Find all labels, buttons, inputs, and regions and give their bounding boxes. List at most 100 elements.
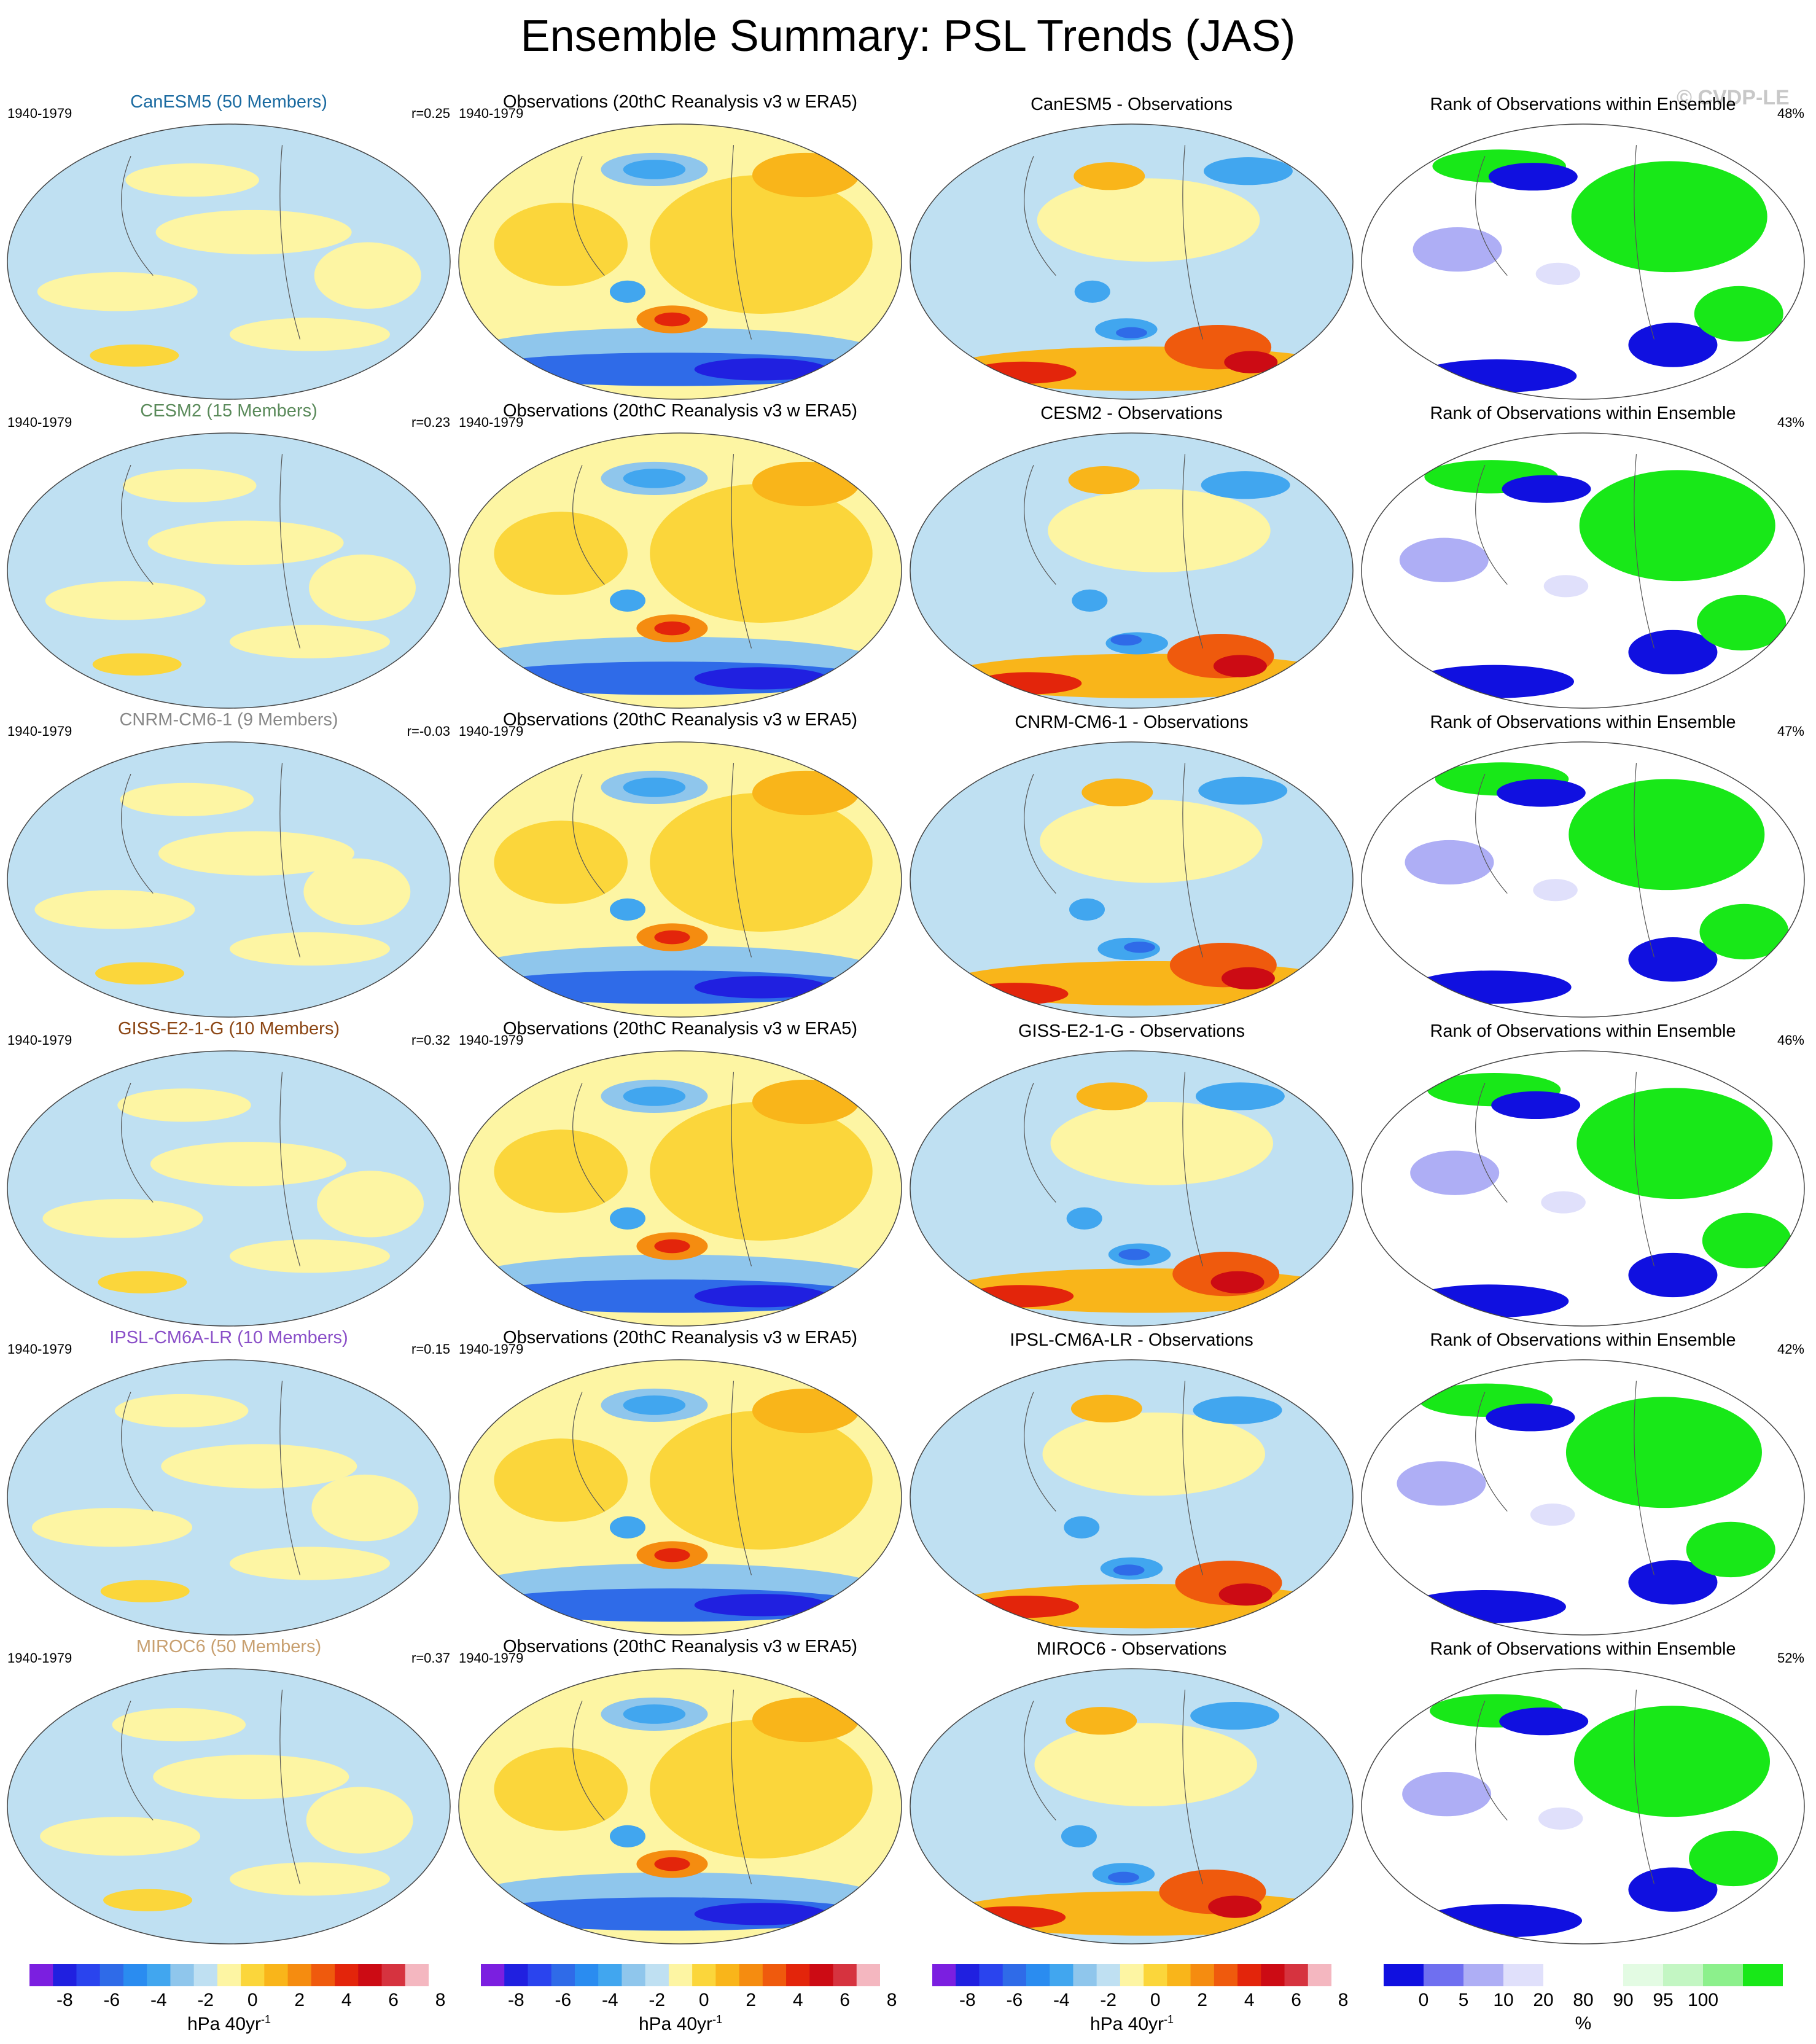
observations-panel: Observations (20thC Reanalysis v3 w ERA5…: [458, 1328, 903, 1636]
rank-percent: 43%: [1777, 415, 1804, 430]
colorbar-swatch: [53, 1964, 77, 1986]
colorbar-swatch: [833, 1964, 857, 1986]
colorbar-swatch: [264, 1964, 289, 1986]
ensemble-mean-panel: IPSL-CM6A-LR (10 Members) 1940-1979 r=0.15: [6, 1328, 451, 1636]
colorbar-swatch: [1623, 1964, 1664, 1986]
rank-percent: 48%: [1777, 106, 1804, 121]
colorbar-swatch: [1384, 1964, 1424, 1986]
map-3-3: [1361, 1050, 1805, 1327]
pattern-correlation: r=0.32: [411, 1032, 450, 1048]
period-label: 1940-1979: [7, 1032, 72, 1048]
colorbar-swatch: [715, 1964, 740, 1986]
model-title: CanESM5 (50 Members): [130, 92, 327, 112]
colorbar-tick-label: 4: [1244, 1990, 1255, 2010]
period-label: 1940-1979: [7, 415, 72, 430]
rank-title: Rank of Observations within Ensemble: [1430, 1639, 1736, 1659]
colorbar-tick-label: -8: [959, 1990, 976, 2010]
colorbar-swatch: [311, 1964, 335, 1986]
colorbar-tick-label: 2: [294, 1990, 305, 2010]
diff-model-name: MIROC6: [1036, 1639, 1106, 1659]
diff-title: GISS-E2-1-G - Observations: [909, 1021, 1354, 1042]
pattern-correlation: r=0.37: [411, 1650, 450, 1666]
colorbar-swatch: [979, 1964, 1003, 1986]
colorbar-tick-label: -4: [601, 1990, 618, 2010]
rank-percent: 42%: [1777, 1341, 1804, 1357]
period-label: 1940-1979: [459, 1650, 524, 1666]
rank-panel: Rank of Observations within Ensemble 52%: [1360, 1639, 1806, 1945]
map-1-1: [458, 432, 902, 709]
map-3-0: [1361, 123, 1805, 400]
map-2-1: [910, 432, 1354, 709]
map-0-5: [7, 1668, 451, 1945]
rank-title: Rank of Observations within Ensemble: [1430, 1330, 1736, 1350]
colorbar-swatch: [1073, 1964, 1097, 1986]
colorbar-swatch: [1543, 1964, 1584, 1986]
colorbar-swatch: [170, 1964, 195, 1986]
observations-panel: Observations (20thC Reanalysis v3 w ERA5…: [458, 710, 903, 1018]
diff-suffix: - Observations: [1105, 1639, 1227, 1659]
observations-panel: Observations (20thC Reanalysis v3 w ERA5…: [458, 92, 903, 400]
colorbar-swatch: [1026, 1964, 1050, 1986]
difference-panel: CNRM-CM6-1 - Observations: [909, 712, 1354, 1018]
colorbar-tick-label: 2: [1197, 1990, 1208, 2010]
colorbar-tick-label: 90: [1613, 1990, 1634, 2010]
period-label: 1940-1979: [459, 1032, 524, 1048]
colorbar-units-text: hPa 40yr: [638, 2014, 713, 2034]
colorbar-units: hPa 40yr-1: [932, 2013, 1331, 2035]
colorbar-tick-label: 0: [1150, 1990, 1161, 2010]
map-2-4: [910, 1359, 1354, 1636]
colorbar-tick-label: -4: [150, 1990, 167, 2010]
colorbar-swatch: [956, 1964, 980, 1986]
colorbar-tick-label: 8: [886, 1990, 897, 2010]
colorbar-swatch: [287, 1964, 312, 1986]
colorbar-swatch: [1214, 1964, 1238, 1986]
colorbar-swatch: [1503, 1964, 1544, 1986]
rank-panel: Rank of Observations within Ensemble 43%: [1360, 404, 1806, 709]
map-1-3: [458, 1050, 902, 1327]
colorbar-tick-label: 10: [1493, 1990, 1514, 2010]
colorbar-tick-label: -6: [1006, 1990, 1023, 2010]
trend-colorbar: -8 -6 -4 -2 0 2 4 6 8 hPa 40yr-1: [29, 1964, 445, 2038]
rank-title: Rank of Observations within Ensemble: [1430, 1021, 1736, 1041]
colorbar-tick-label: -6: [555, 1990, 572, 2010]
rank-percent: 46%: [1777, 1032, 1804, 1048]
colorbar-units: hPa 40yr-1: [29, 2013, 429, 2035]
colorbar-swatch: [622, 1964, 646, 1986]
pattern-correlation: r=0.23: [411, 415, 450, 430]
ensemble-mean-panel: CanESM5 (50 Members) 1940-1979 r=0.25: [6, 92, 451, 400]
rank-panel: Rank of Observations within Ensemble 48%: [1360, 95, 1806, 400]
colorbar-units-text: hPa 40yr: [1089, 2014, 1164, 2034]
colorbar-units-exponent: -1: [261, 2013, 271, 2026]
colorbar-tick-label: -2: [197, 1990, 214, 2010]
rank-panel: Rank of Observations within Ensemble 47%: [1360, 712, 1806, 1018]
colorbar-tick-label: -6: [103, 1990, 120, 2010]
colorbar-swatch: [1120, 1964, 1144, 1986]
diff-title: CESM2 - Observations: [909, 404, 1354, 424]
diff-model-name: CanESM5: [1031, 95, 1112, 114]
map-3-2: [1361, 741, 1805, 1018]
map-3-4: [1361, 1359, 1805, 1636]
colorbar-units: hPa 40yr-1: [481, 2013, 880, 2035]
colorbar-swatch: [692, 1964, 716, 1986]
diff-suffix: - Observations: [1112, 95, 1233, 114]
colorbar-tick-label: 0: [698, 1990, 709, 2010]
ensemble-mean-panel: CNRM-CM6-1 (9 Members) 1940-1979 r=-0.03: [6, 710, 451, 1018]
observations-panel: Observations (20thC Reanalysis v3 w ERA5…: [458, 401, 903, 709]
rank-percent: 52%: [1777, 1650, 1804, 1666]
period-label: 1940-1979: [459, 106, 524, 121]
colorbar-swatch: [645, 1964, 669, 1986]
colorbar-tick-label: 4: [341, 1990, 352, 2010]
rank-title: Rank of Observations within Ensemble: [1430, 712, 1736, 732]
colorbar-swatch: [739, 1964, 763, 1986]
diff-suffix: - Observations: [1132, 1330, 1253, 1350]
colorbar-tick-label: -2: [1100, 1990, 1117, 2010]
diff-model-name: IPSL-CM6A-LR: [1010, 1330, 1133, 1350]
colorbar-tick-label: 8: [435, 1990, 446, 2010]
colorbar-swatch: [1237, 1964, 1261, 1986]
observations-panel: Observations (20thC Reanalysis v3 w ERA5…: [458, 1019, 903, 1327]
colorbar-swatch: [405, 1964, 429, 1986]
colorbar-swatch: [1307, 1964, 1332, 1986]
colorbar-swatch: [786, 1964, 810, 1986]
map-2-5: [910, 1668, 1354, 1945]
colorbar-swatch: [668, 1964, 693, 1986]
